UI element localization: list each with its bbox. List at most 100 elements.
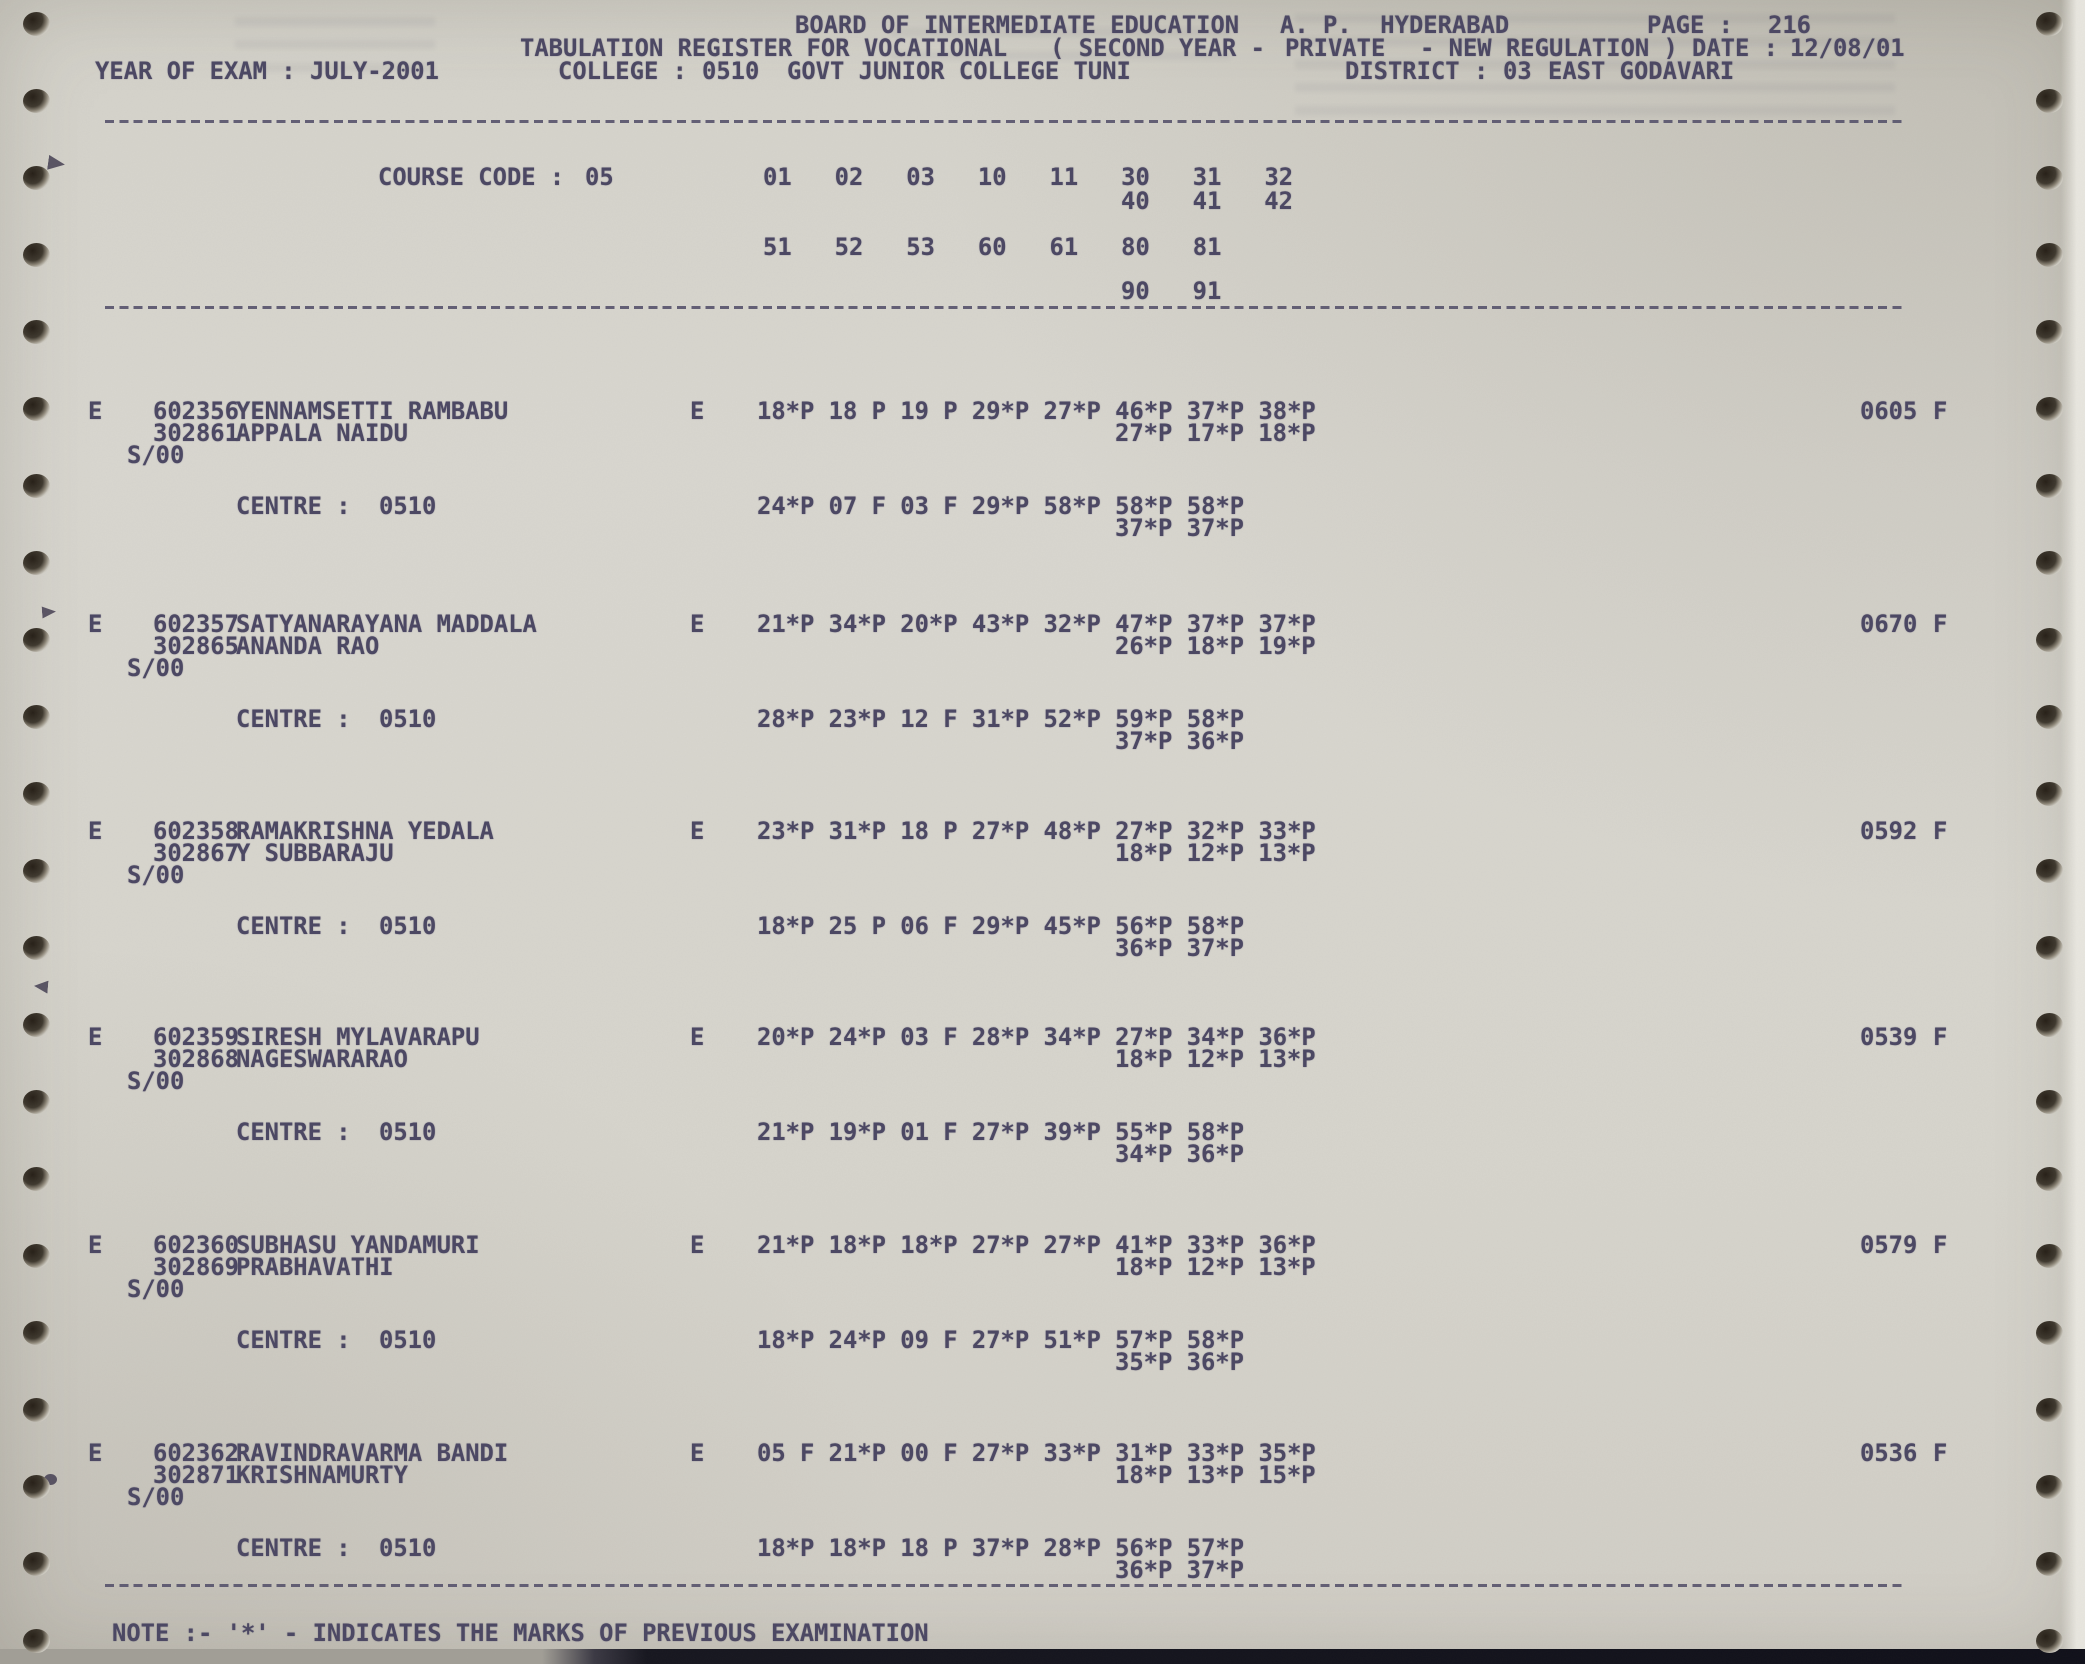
student-record: E 602356 YENNAMSETTI RAMBABU E 18*P 18 P…: [0, 397, 2085, 550]
medium-code: E: [690, 1231, 705, 1259]
centre-marks-line2: 36*P 37*P: [1115, 934, 1244, 962]
student-record: E 602362 RAVINDRAVARMA BANDI E 05 F 21*P…: [0, 1439, 2085, 1592]
exam-flag: E: [88, 610, 103, 638]
result-flag: F: [1933, 1023, 1948, 1051]
theory-marks-line2: 27*P 17*P 18*P: [1115, 419, 1316, 447]
centre-code: 0510: [379, 492, 437, 520]
father-name: KRISHNAMURTY: [236, 1461, 408, 1489]
punch-hole: [2036, 1090, 2063, 1114]
punch-hole: [23, 1167, 50, 1191]
total-marks: 0592: [1860, 817, 1918, 845]
category-code: S/00: [127, 861, 185, 889]
punch-hole: [23, 1090, 50, 1114]
footer-note: NOTE :- '*' - INDICATES THE MARKS OF PRE…: [112, 1619, 929, 1647]
punch-hole: [2036, 551, 2063, 575]
punch-hole: [23, 12, 50, 36]
year-of-exam-label: YEAR OF EXAM :: [95, 57, 296, 85]
subject-codes-row3: 51 52 53 60 61 80 81: [763, 233, 1222, 261]
subject-codes-row2: 40 41 42: [1121, 187, 1293, 215]
college-label: COLLEGE :: [558, 57, 687, 85]
punch-hole: [23, 705, 50, 729]
centre-marks-line2: 36*P 37*P: [1115, 1556, 1244, 1584]
medium-code: E: [690, 397, 705, 425]
centre-code: 0510: [379, 705, 437, 733]
centre-code: 0510: [379, 912, 437, 940]
punch-hole: [23, 859, 50, 883]
punch-hole: [2036, 397, 2063, 421]
district-label: DISTRICT :: [1345, 57, 1489, 85]
category-code: S/00: [127, 1275, 185, 1303]
punch-hole: [23, 1552, 50, 1576]
punch-hole: [2036, 1321, 2063, 1345]
punch-hole: [2036, 782, 2063, 806]
punch-hole: [2036, 1552, 2063, 1576]
punch-hole: [2036, 320, 2063, 344]
category-code: S/00: [127, 1483, 185, 1511]
ink-speck: [33, 979, 48, 993]
total-marks: 0605: [1860, 397, 1918, 425]
separator-dashed-line: [105, 1584, 1905, 1587]
separator-dashed-line: [105, 306, 1905, 309]
punch-hole: [2036, 243, 2063, 267]
medium-code: E: [690, 610, 705, 638]
centre-label: CENTRE :: [236, 1534, 351, 1562]
punch-hole: [2036, 1629, 2063, 1653]
total-marks: 0579: [1860, 1231, 1918, 1259]
punch-hole: [23, 1475, 50, 1499]
punch-hole: [2036, 628, 2063, 652]
punch-hole: [23, 1244, 50, 1268]
punch-hole: [23, 397, 50, 421]
category-code: S/00: [127, 441, 185, 469]
punch-hole: [2036, 705, 2063, 729]
theory-marks-line2: 18*P 13*P 15*P: [1115, 1461, 1316, 1489]
centre-label: CENTRE :: [236, 1326, 351, 1354]
punch-hole: [2036, 12, 2063, 36]
centre-label: CENTRE :: [236, 1118, 351, 1146]
theory-marks-line2: 26*P 18*P 19*P: [1115, 632, 1316, 660]
punch-hole: [2036, 1244, 2063, 1268]
year-of-exam-value: JULY-2001: [310, 57, 439, 85]
result-flag: F: [1933, 1439, 1948, 1467]
punch-hole: [2036, 1398, 2063, 1422]
father-name: PRABHAVATHI: [236, 1253, 394, 1281]
exam-flag: E: [88, 397, 103, 425]
centre-code: 0510: [379, 1118, 437, 1146]
course-code-label: COURSE CODE :: [378, 163, 565, 191]
punch-hole: [23, 243, 50, 267]
date-value: 12/08/01: [1790, 34, 1905, 62]
centre-marks-line2: 35*P 36*P: [1115, 1348, 1244, 1376]
punch-hole: [2036, 1167, 2063, 1191]
result-flag: F: [1933, 1231, 1948, 1259]
father-name: APPALA NAIDU: [236, 419, 408, 447]
centre-marks-line2: 34*P 36*P: [1115, 1140, 1244, 1168]
punch-hole: [23, 89, 50, 113]
centre-marks-line2: 37*P 37*P: [1115, 514, 1244, 542]
district-code: 03: [1503, 57, 1532, 85]
punch-hole: [23, 551, 50, 575]
punch-hole: [23, 782, 50, 806]
total-marks: 0539: [1860, 1023, 1918, 1051]
scan-edge-highlight: [2061, 0, 2085, 1664]
centre-label: CENTRE :: [236, 492, 351, 520]
medium-code: E: [690, 1023, 705, 1051]
medium-code: E: [690, 817, 705, 845]
student-record: E 602357 SATYANARAYANA MADDALA E 21*P 34…: [0, 610, 2085, 763]
theory-marks-line2: 18*P 12*P 13*P: [1115, 1045, 1316, 1073]
theory-marks-line2: 18*P 12*P 13*P: [1115, 839, 1316, 867]
punch-hole: [23, 474, 50, 498]
father-name: Y SUBBARAJU: [236, 839, 394, 867]
separator-dashed-line: [105, 120, 1905, 123]
category-code: S/00: [127, 654, 185, 682]
ink-speck: [47, 155, 66, 172]
father-name: ANANDA RAO: [236, 632, 380, 660]
exam-flag: E: [88, 1231, 103, 1259]
medium-code: E: [690, 1439, 705, 1467]
punch-hole: [23, 628, 50, 652]
scan-bottom-edge: [0, 1649, 2085, 1664]
exam-flag: E: [88, 1439, 103, 1467]
total-marks: 0670: [1860, 610, 1918, 638]
theory-marks-line2: 18*P 12*P 13*P: [1115, 1253, 1316, 1281]
punch-hole: [2036, 1013, 2063, 1037]
centre-code: 0510: [379, 1326, 437, 1354]
district-name: EAST GODAVARI: [1548, 57, 1735, 85]
